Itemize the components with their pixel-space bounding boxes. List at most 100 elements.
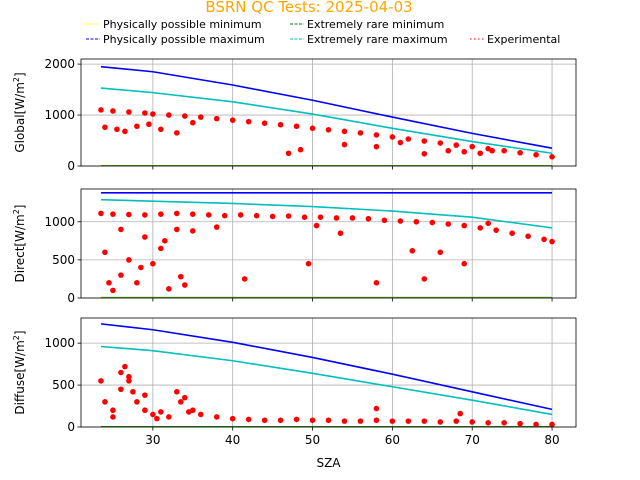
data-point (245, 416, 252, 423)
legend-item-experimental: Experimental (470, 33, 560, 46)
data-point (413, 218, 420, 225)
data-point (174, 130, 180, 136)
data-point (285, 150, 292, 157)
data-point (142, 407, 148, 414)
data-point (162, 238, 168, 244)
data-point (525, 233, 531, 240)
data-point (229, 117, 236, 123)
data-point (122, 363, 128, 370)
data-point (341, 418, 348, 424)
data-point (229, 415, 236, 422)
data-point (174, 210, 180, 217)
data-point (213, 414, 220, 420)
data-point (102, 249, 108, 256)
data-point (245, 118, 252, 125)
data-point (118, 226, 124, 233)
data-point (421, 276, 428, 282)
data-point (421, 150, 428, 157)
data-point (285, 213, 292, 219)
data-point (297, 146, 304, 153)
data-point (174, 388, 180, 395)
data-point (126, 109, 132, 115)
data-point (110, 407, 116, 414)
data-point (110, 287, 116, 294)
series-line-rare-max (100, 87, 553, 155)
y-tick-label: 1000 (44, 215, 75, 229)
data-point (389, 134, 396, 140)
x-tick-label: 60 (385, 433, 400, 447)
legend-label: Physically possible maximum (103, 33, 265, 46)
data-point (457, 410, 464, 417)
legend-item-phys-min: Physically possible minimum (86, 18, 262, 31)
data-point (110, 108, 116, 114)
axes-frame (80, 188, 577, 299)
data-point (98, 107, 104, 113)
data-point (397, 218, 404, 224)
data-point (158, 245, 164, 252)
data-point (429, 219, 436, 226)
data-point (485, 420, 491, 426)
legend-label: Extremely rare maximum (307, 33, 448, 46)
grid (81, 318, 576, 428)
data-point (158, 211, 164, 217)
data-point (126, 257, 132, 263)
data-point (134, 123, 140, 130)
data-point (421, 138, 428, 144)
figure-title: BSRN QC Tests: 2025-04-03 (205, 0, 412, 16)
data-point (493, 227, 499, 233)
data-point (146, 121, 152, 128)
data-point (134, 399, 140, 405)
data-point (341, 128, 348, 135)
data-point (381, 217, 388, 224)
series-group (98, 192, 555, 298)
data-point (373, 143, 380, 150)
data-point (469, 419, 476, 425)
data-point (541, 236, 547, 243)
data-point (185, 409, 192, 415)
data-point (253, 212, 260, 219)
data-point (221, 212, 228, 219)
data-point (142, 110, 148, 116)
data-point (98, 210, 104, 217)
data-point (357, 130, 364, 136)
chart-panels: 010002000Global[W/m2]05001000Direct[W/m2… (12, 57, 577, 470)
data-point (313, 222, 320, 229)
y-tick-label: 500 (52, 378, 75, 392)
data-point (325, 127, 332, 133)
series-line-rare-max (100, 198, 553, 229)
data-point (237, 212, 244, 218)
data-point (189, 119, 196, 126)
series-line-phys-max (100, 65, 553, 149)
y-axis-label: Global[W/m2] (12, 72, 27, 152)
data-point (373, 417, 380, 424)
data-point (205, 212, 212, 218)
data-point (373, 405, 380, 412)
panel-diffuse: 0 500 1000 30 40 50 60 70 80 Diffuse[W/m2] SZA (12, 317, 577, 470)
data-point (549, 421, 555, 427)
data-point (261, 120, 268, 126)
legend-label: Experimental (487, 33, 560, 46)
data-point (154, 415, 160, 422)
data-point (118, 272, 124, 278)
data-point (517, 420, 523, 427)
data-point (405, 136, 412, 142)
data-point (126, 373, 132, 380)
data-point (277, 417, 284, 424)
data-point (461, 148, 468, 155)
y-tick-label: 500 (52, 253, 75, 267)
data-point (477, 150, 483, 157)
data-point (397, 139, 404, 146)
data-point (126, 378, 132, 384)
data-point (177, 399, 184, 405)
data-point (305, 260, 312, 267)
panel-direct: 0 500 1000 Direct[W/m2] (12, 188, 577, 305)
data-point (485, 220, 491, 227)
legend-item-phys-max: Physically possible maximum (86, 33, 265, 46)
y-axis-label: Direct[W/m2] (12, 205, 27, 283)
data-point (118, 369, 124, 376)
y-tick-label: 2000 (44, 57, 75, 71)
data-point (213, 115, 220, 122)
data-point (174, 226, 180, 233)
data-point (293, 416, 300, 423)
